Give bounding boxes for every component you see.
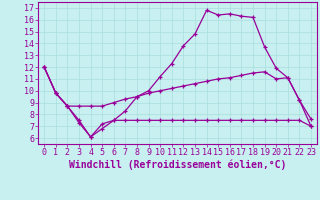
X-axis label: Windchill (Refroidissement éolien,°C): Windchill (Refroidissement éolien,°C) — [69, 160, 286, 170]
